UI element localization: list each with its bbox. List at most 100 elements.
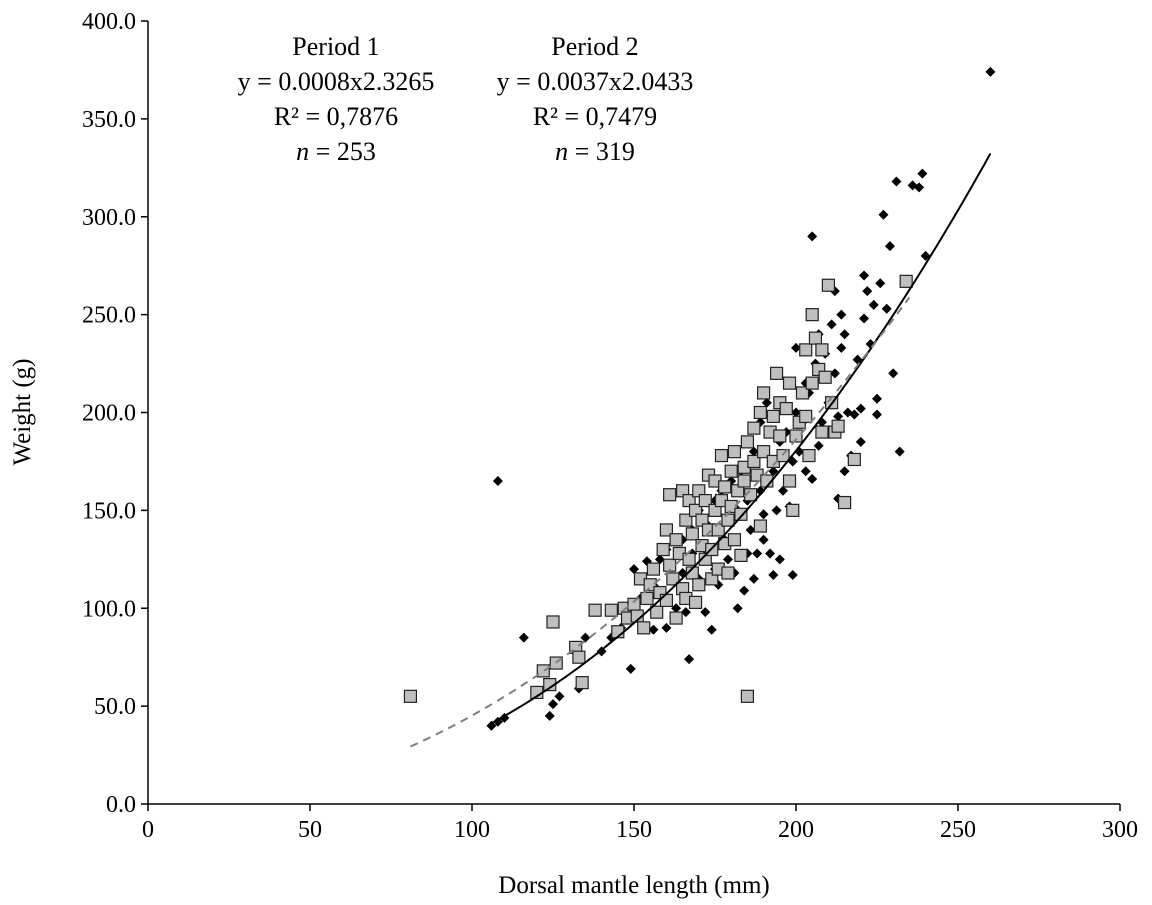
data-point-period1 <box>862 286 873 297</box>
annotation-period2: Period 2 y = 0.0037x2.0433 R² = 0,7479 n… <box>497 32 694 166</box>
data-point-period2 <box>734 507 748 521</box>
annotation-period2-equation: y = 0.0037x2.0433 <box>497 67 694 96</box>
data-point-period1 <box>829 368 840 379</box>
data-point-period1 <box>868 299 879 310</box>
data-point-period2 <box>724 499 738 514</box>
data-point-period1 <box>891 176 902 187</box>
data-point-period2 <box>847 452 861 467</box>
data-point-period1 <box>648 624 659 635</box>
data-point-period2 <box>718 480 732 494</box>
data-point-period2 <box>727 533 742 547</box>
data-point-period1 <box>722 554 733 565</box>
data-point-period2 <box>789 429 803 443</box>
data-point-period1 <box>826 319 837 330</box>
data-point-period1 <box>774 554 785 565</box>
data-point-period1 <box>855 436 866 447</box>
data-point-period2 <box>821 278 836 292</box>
x-tick-label: 50 <box>298 817 322 843</box>
data-point-period2 <box>747 421 761 435</box>
data-point-period2 <box>786 503 800 517</box>
x-tick-label: 250 <box>940 817 976 843</box>
data-point-period2 <box>721 513 735 527</box>
data-point-period1 <box>881 303 892 314</box>
data-point-period2 <box>698 493 712 508</box>
data-point-period2 <box>627 597 641 611</box>
data-point-period2 <box>666 572 680 586</box>
data-point-period2 <box>815 343 829 357</box>
data-point-period1 <box>800 466 811 477</box>
data-point-period1 <box>914 182 925 193</box>
data-point-period1 <box>836 309 847 320</box>
data-point-period1 <box>878 209 889 220</box>
data-point-period1 <box>758 534 769 545</box>
data-point-period2 <box>688 595 703 609</box>
data-point-period1 <box>872 393 882 404</box>
data-point-period1 <box>771 505 782 516</box>
data-point-period2 <box>756 445 771 459</box>
data-point-period1 <box>554 691 565 702</box>
data-point-period2 <box>747 454 761 469</box>
data-point-period2 <box>604 603 618 617</box>
data-point-period1 <box>739 585 750 596</box>
data-point-period1 <box>761 397 772 408</box>
data-point-period1 <box>654 554 665 565</box>
data-point-period1 <box>629 564 639 575</box>
data-point-period1 <box>752 548 763 559</box>
data-point-period2 <box>656 542 670 557</box>
data-point-period2 <box>669 533 683 547</box>
x-axis-title: Dorsal mantle length (mm) <box>498 872 769 899</box>
data-point-period2 <box>779 401 793 416</box>
data-point-period1 <box>486 720 497 731</box>
data-point-period1 <box>748 446 759 457</box>
data-point-period2 <box>756 386 771 400</box>
data-point-period2 <box>773 429 787 443</box>
x-tick-label: 150 <box>616 817 652 843</box>
data-point-period2 <box>669 611 683 625</box>
data-point-period1 <box>833 411 844 422</box>
data-point-period2 <box>682 552 696 566</box>
data-point-period2 <box>650 605 664 619</box>
data-point-period1 <box>875 278 886 289</box>
annotation-period1-n: n = 253 <box>296 137 376 166</box>
data-point-period1 <box>768 466 779 477</box>
data-point-period2 <box>734 548 748 562</box>
data-point-period2 <box>769 366 784 380</box>
data-point-period1 <box>884 241 895 252</box>
data-point-period2 <box>588 603 602 617</box>
data-point-period1 <box>492 476 503 487</box>
data-point-period2 <box>403 689 418 703</box>
y-tick-label: 100.0 <box>82 596 136 622</box>
data-point-period2 <box>818 370 832 384</box>
x-tick-label: 100 <box>454 817 490 843</box>
data-point-period2 <box>799 409 813 424</box>
data-point-period2 <box>692 578 706 592</box>
data-point-period2 <box>643 578 657 592</box>
data-point-period1 <box>745 524 756 535</box>
data-point-period2 <box>640 591 654 606</box>
annotation-period1-name: Period 1 <box>292 32 379 61</box>
trend-line-period1 <box>490 153 992 725</box>
plot-area: 0.0 50.0 100.0 150.0 200.0 250.0 300.0 350.0 400… <box>82 9 1138 843</box>
data-point-period1 <box>765 548 776 559</box>
data-point-period1 <box>859 313 870 324</box>
data-point-period1 <box>580 632 591 643</box>
data-point-period1 <box>661 622 672 633</box>
data-point-period2 <box>799 343 813 357</box>
data-point-period2 <box>721 566 735 580</box>
data-point-period1 <box>625 663 636 674</box>
annotation-period1: Period 1 y = 0.0008x2.3265 R² = 0,7876 n… <box>238 32 435 166</box>
data-point-period1 <box>807 231 818 242</box>
data-point-period2 <box>659 593 674 608</box>
data-point-period1 <box>807 474 818 485</box>
annotation-period2-r2: R² = 0,7479 <box>533 102 657 131</box>
data-point-period2 <box>782 474 797 488</box>
data-point-period1 <box>917 168 928 179</box>
data-point-period2 <box>766 409 780 424</box>
data-point-period2 <box>714 448 729 463</box>
data-point-period1 <box>518 632 529 643</box>
data-point-period2 <box>575 676 589 690</box>
data-point-period1 <box>849 409 860 420</box>
data-point-period1 <box>859 270 870 281</box>
data-point-period2 <box>740 689 755 703</box>
